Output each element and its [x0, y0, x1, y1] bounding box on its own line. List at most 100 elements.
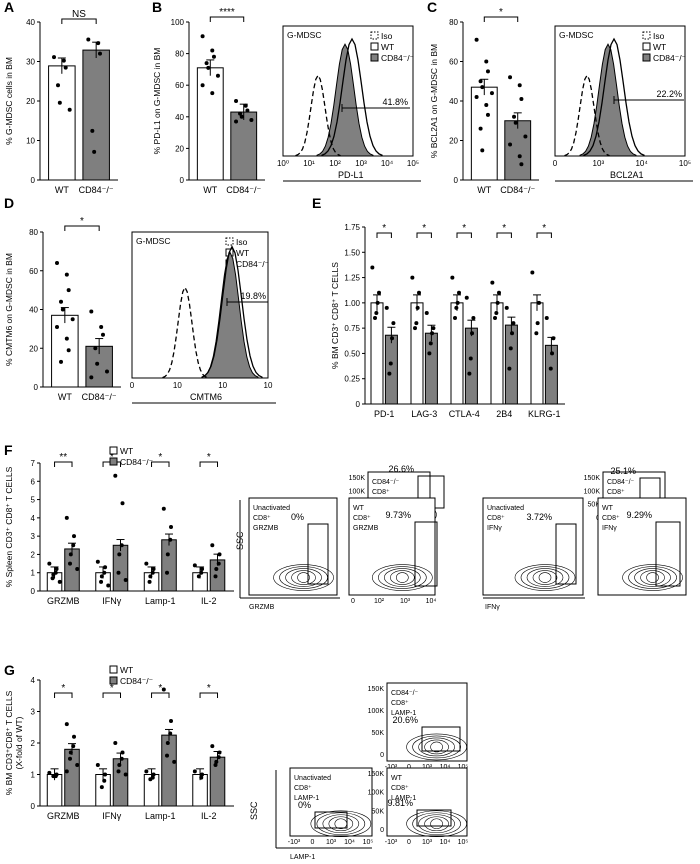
flow-g-wt-lamp1-contour [430, 818, 443, 830]
panel-b-data-point [249, 117, 254, 122]
panel-d-data-point [66, 348, 71, 353]
panel-f-data-point [113, 473, 118, 478]
panel-b-hist-legend-cd84-swatch [370, 53, 379, 62]
flow-f-unactivated-ifng-contour [532, 570, 558, 585]
panel-c-hist-xtick-label: 10⁴ [635, 159, 648, 168]
panel-e-data-point [467, 371, 472, 376]
flow-f-cd84-grzmb-gate-percent: 26.6% [388, 464, 414, 474]
panel-g-data-point [172, 759, 177, 764]
flow-f-unactivated-ifng-contour [526, 568, 564, 587]
panel-g-data-point [116, 769, 121, 774]
panel-g-data-point [161, 687, 166, 692]
panel-a-bar-chart: 0 10 20 30 40 % G-MDSC cells in BM WT CD84⁻/⁻ NS [4, 9, 118, 195]
panel-d-hist-legend-iso-label: Iso [236, 237, 248, 247]
panel-g-data-point [216, 755, 221, 760]
panel-f-data-point [200, 567, 205, 572]
panel-g-data-point [117, 763, 122, 768]
panel-d-hist-cd84-curve [201, 251, 259, 379]
panel-e-data-point [450, 275, 455, 280]
panel-label-g: G [4, 662, 15, 678]
panel-d-data-point [64, 272, 69, 277]
panel-c-y-axis-label: % BCL2A1 on G-MDSC in BM [429, 44, 439, 158]
flow-f-grzmb-axis-label: GRZMB [249, 604, 275, 611]
panel-e-bar-cd84 [384, 334, 398, 405]
panel-c-ytick-label: 0 [454, 176, 459, 185]
panel-e-bar-wt [410, 302, 424, 405]
panel-c-hist-wt-curve [583, 37, 645, 156]
flow-g-wt-lamp1-ytick-label: 150K [368, 771, 385, 778]
flow-g-wt-lamp1-contour [418, 814, 455, 834]
panel-f-sig-label: * [207, 452, 211, 463]
panel-g-y-axis-label: (X-fold of WT) [14, 716, 24, 769]
panel-e-data-point [375, 300, 380, 305]
flow-f-wt-grzmb-xtick-label: 0 [351, 598, 355, 605]
flow-f-wt-grzmb-contour [396, 572, 409, 583]
panel-d-hist-xtick-label: 0 [130, 381, 135, 390]
panel-b-sig-bracket [209, 16, 245, 22]
panel-d-bar-chart: 0 20 40 60 80 % CMTM6 on G-MDSC in BM WT CD84⁻/… [4, 216, 121, 402]
flow-g-unactivated-lamp1-contour [328, 816, 354, 832]
panel-g-data-point [72, 734, 77, 739]
panel-g-data-point [144, 769, 149, 774]
panel-a-data-point [67, 107, 72, 112]
panel-f-bar-cd84 [161, 539, 177, 592]
panel-b-data-point [239, 114, 244, 119]
flow-f-unactivated-ifng-label-line: CD8⁺ [487, 515, 505, 522]
panel-f-data-point [168, 537, 173, 542]
panel-c-data-point [517, 83, 522, 88]
panel-d-hist-xtick-label: 10 [264, 381, 273, 390]
panel-c-hist-xlabel: BCL2A1 [610, 170, 644, 180]
flow-f-unactivated-ifng-contour [538, 572, 552, 583]
panel-d-data-point [104, 369, 109, 374]
panel-f-data-point [68, 561, 73, 566]
flow-f-wt-ifng-label-line: IFNγ [602, 525, 617, 532]
panel-f-data-point [147, 579, 152, 584]
panel-e-ytick-label: 1.50 [344, 248, 360, 257]
panel-label-f: F [4, 442, 13, 458]
panel-e-data-point [414, 321, 419, 326]
flow-g-cd84-lamp1-ytick-label: 100K [368, 708, 385, 715]
panel-d-data-point [89, 309, 94, 314]
panel-c-hist-title: G-MDSC [559, 30, 593, 40]
panel-f-data-point [99, 574, 104, 579]
panel-a-data-point [52, 55, 57, 60]
flow-g-wt-lamp1-label-line: CD8⁺ [391, 785, 409, 792]
panel-g-bar-cd84 [209, 756, 226, 807]
panel-f-data-point [75, 567, 80, 572]
flow-g-wt-lamp1-xtick-label: 10⁴ [440, 839, 451, 846]
panel-g-data-point [199, 775, 204, 780]
flow-f-wt-ifng-gate-percent: 9.29% [626, 510, 652, 520]
panel-g-data-point [217, 750, 222, 755]
flow-f-unactivated-grzmb-contour [297, 572, 310, 583]
panel-a-sig-bracket [61, 18, 97, 24]
panel-c-hist-iso-curve [564, 74, 610, 157]
flow-f-unactivated-grzmb-frame [248, 497, 338, 596]
flow-f-cd84-ifng-label-line: CD8⁺ [607, 489, 625, 496]
panel-e-data-point [495, 300, 500, 305]
panel-g-sig-label: * [207, 683, 211, 694]
panel-e-data-point [413, 326, 417, 331]
flow-f-cd84-ifng-label-line: CD84⁻/⁻ [607, 479, 635, 486]
panel-g-bar-chart: 0 1 2 3 4 % BM CD3⁺CD8⁺ T CELLS (X-fold of WT)… [4, 665, 234, 821]
panel-f-flow-plots: CD84⁻/⁻CD8⁺GRZMB26.6%150K100K50K0010²10³… [235, 464, 687, 611]
panel-b-hist-xlabel: PD-L1 [338, 170, 364, 180]
flow-f-wt-grzmb-xtick-label: 10⁴ [426, 598, 437, 605]
flow-f-wt-grzmb-contour [384, 568, 421, 587]
flow-f-ifng-axis-label: IFNγ [485, 604, 500, 611]
panel-e-data-point [384, 305, 389, 310]
panel-d-data-point [70, 317, 75, 322]
flow-g-unactivated-lamp1-contour [322, 814, 360, 834]
panel-c-ytick-label: 60 [449, 58, 458, 67]
panel-f-y-axis-label: % Spleen CD3⁺ CD8⁺ T CELLS [4, 466, 14, 587]
panel-e-data-point [453, 316, 457, 321]
panel-f-data-point [192, 563, 197, 568]
flow-f-wt-ifng-contour [640, 570, 665, 585]
panel-c-bar-chart: 0 20 40 60 80 % BCL2A1 on G-MDSC in BM WT CD84⁻… [429, 7, 539, 195]
panel-d-ytick-label: 80 [29, 228, 38, 237]
panel-d-ytick-label: 20 [29, 344, 38, 353]
panel-g-data-point [64, 722, 69, 727]
flow-g-unactivated-lamp1-label-line: CD8⁺ [294, 785, 312, 792]
flow-f-wt-ifng-contour [622, 564, 683, 591]
